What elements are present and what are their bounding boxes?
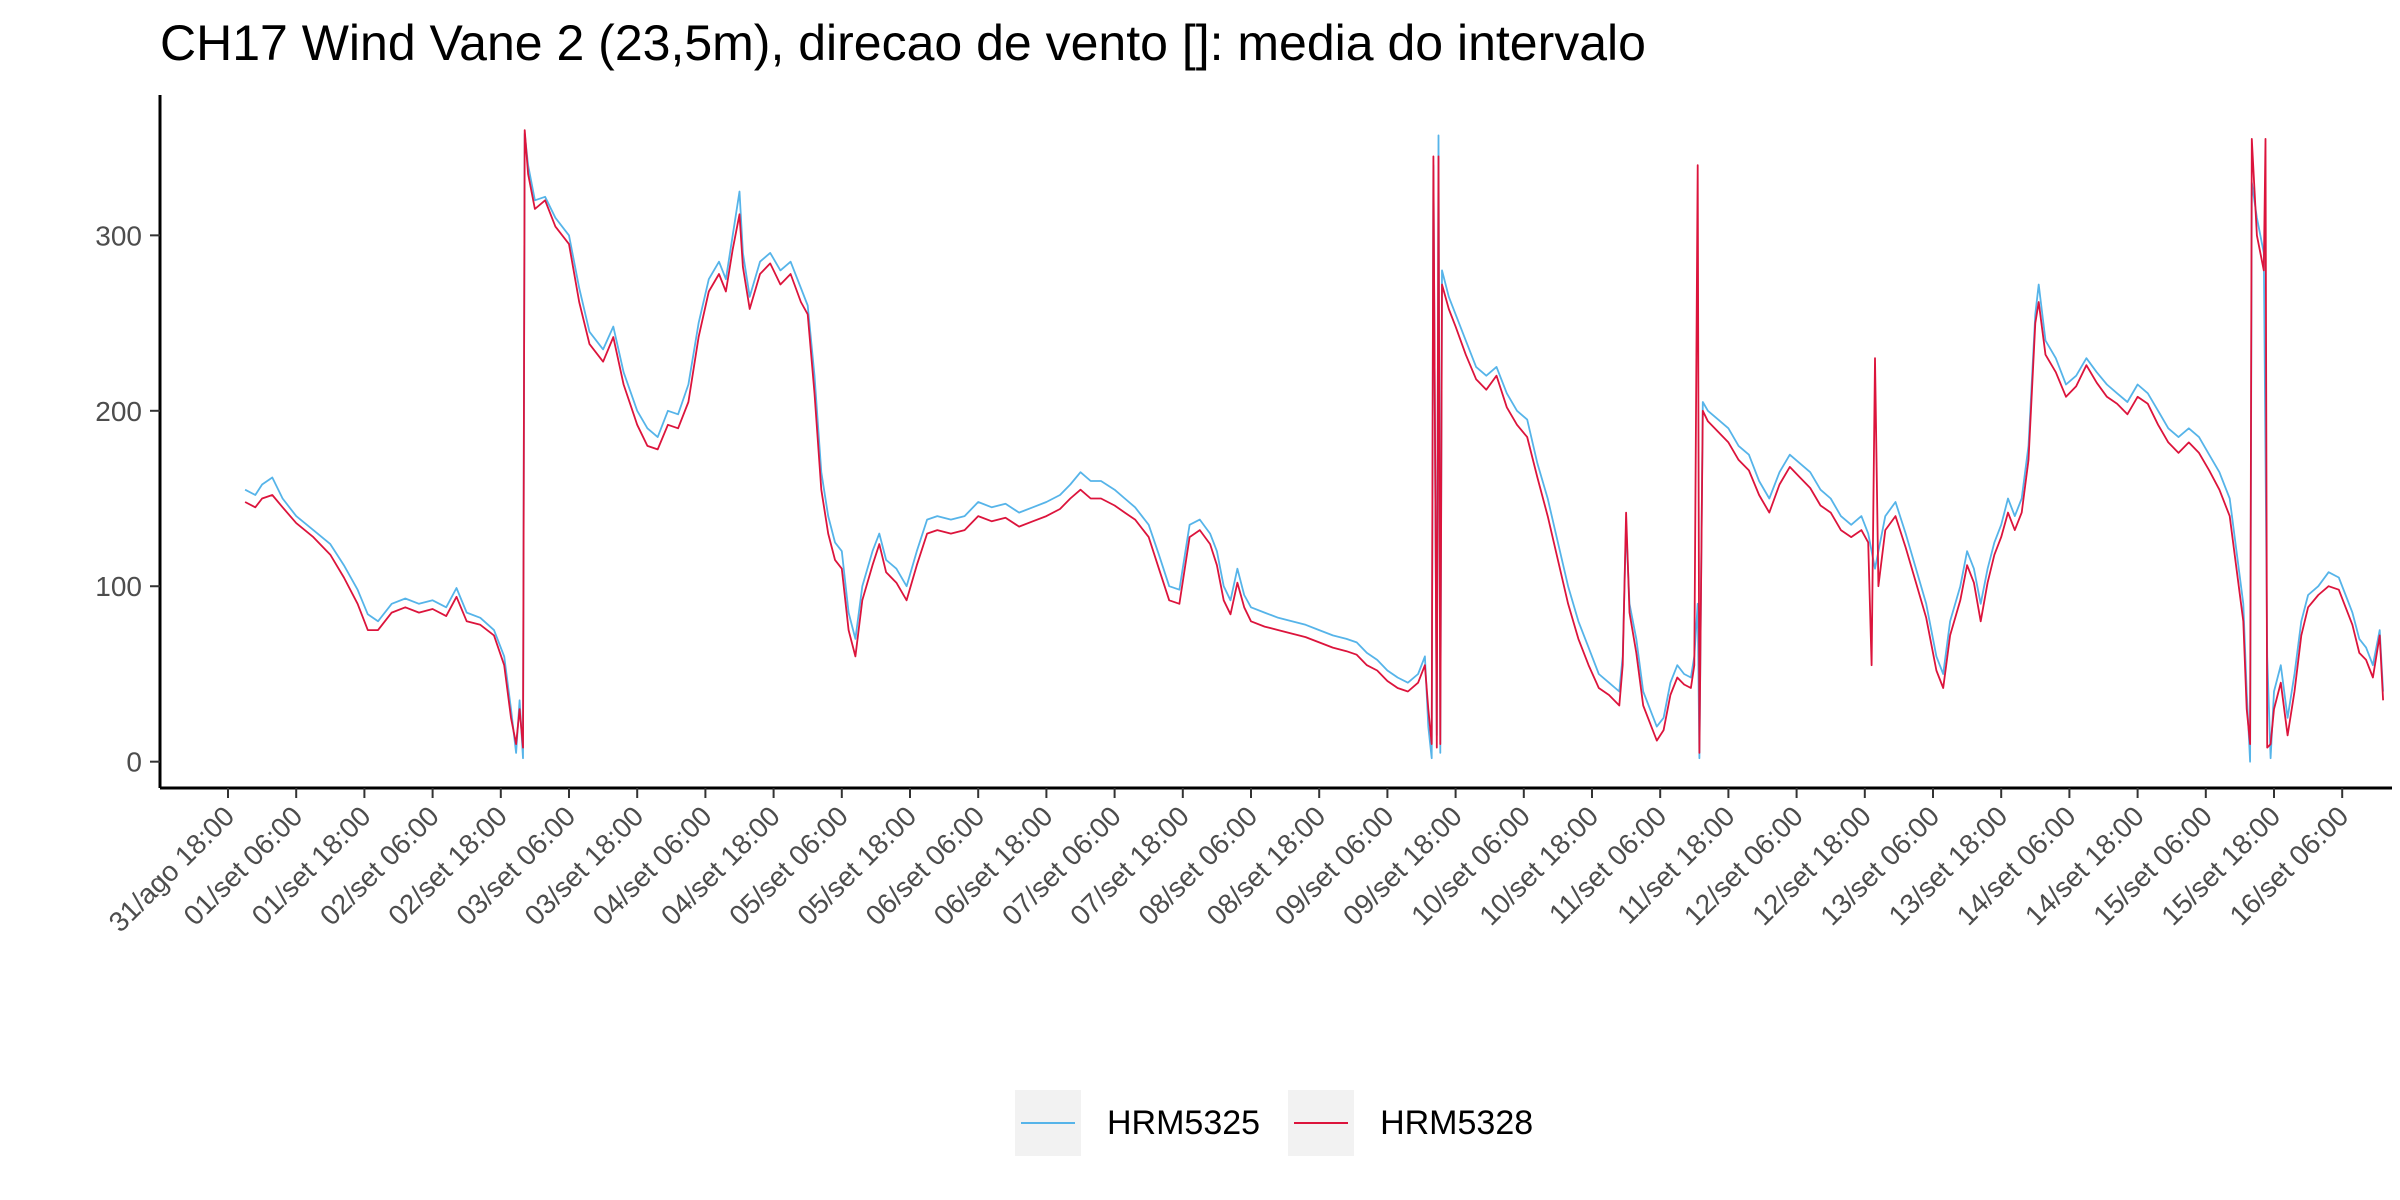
y-tick-label: 300 xyxy=(95,220,142,251)
y-tick-label: 100 xyxy=(95,571,142,602)
series-line-hrm5325 xyxy=(244,132,2384,763)
legend-item-hrm5328: HRM5328 xyxy=(1288,1090,1533,1156)
series-layer xyxy=(244,129,2384,763)
legend-item-hrm5325: HRM5325 xyxy=(1015,1090,1260,1156)
legend-label-hrm5328: HRM5328 xyxy=(1380,1103,1534,1142)
legend-line-hrm5328 xyxy=(1294,1122,1349,1124)
series-line-hrm5328 xyxy=(244,129,2384,754)
chart-title: CH17 Wind Vane 2 (23,5m), direcao de ven… xyxy=(160,15,1646,71)
legend-line-hrm5325 xyxy=(1021,1122,1075,1124)
y-tick-label: 0 xyxy=(126,747,142,778)
y-axis: 0 100 200 300 xyxy=(95,95,162,788)
y-tick-label: 200 xyxy=(95,396,142,427)
x-tick-label: 16/set 06:00 xyxy=(2224,800,2355,931)
legend: HRM5325 HRM5328 xyxy=(1015,1090,1561,1156)
legend-key-hrm5328 xyxy=(1288,1090,1355,1156)
legend-key-hrm5325 xyxy=(1015,1090,1081,1156)
legend-label-hrm5325: HRM5325 xyxy=(1107,1103,1261,1142)
